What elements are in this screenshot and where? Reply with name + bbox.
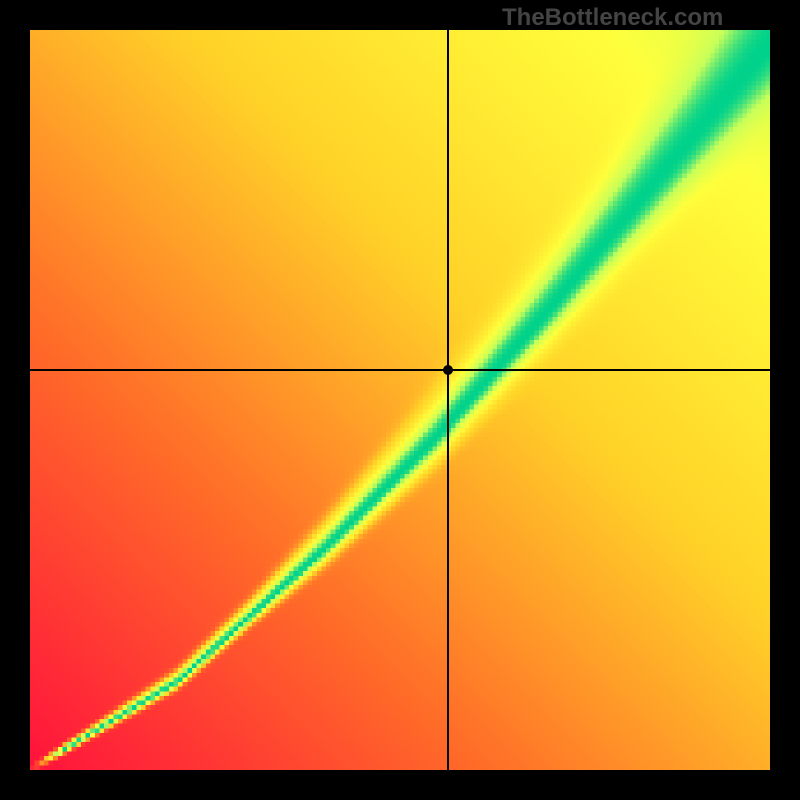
figure-container: TheBottleneck.com: [0, 0, 800, 800]
crosshair-horizontal: [30, 369, 770, 371]
crosshair-vertical: [447, 30, 449, 770]
bottleneck-heatmap: [30, 30, 770, 770]
watermark-text: TheBottleneck.com: [502, 4, 723, 32]
